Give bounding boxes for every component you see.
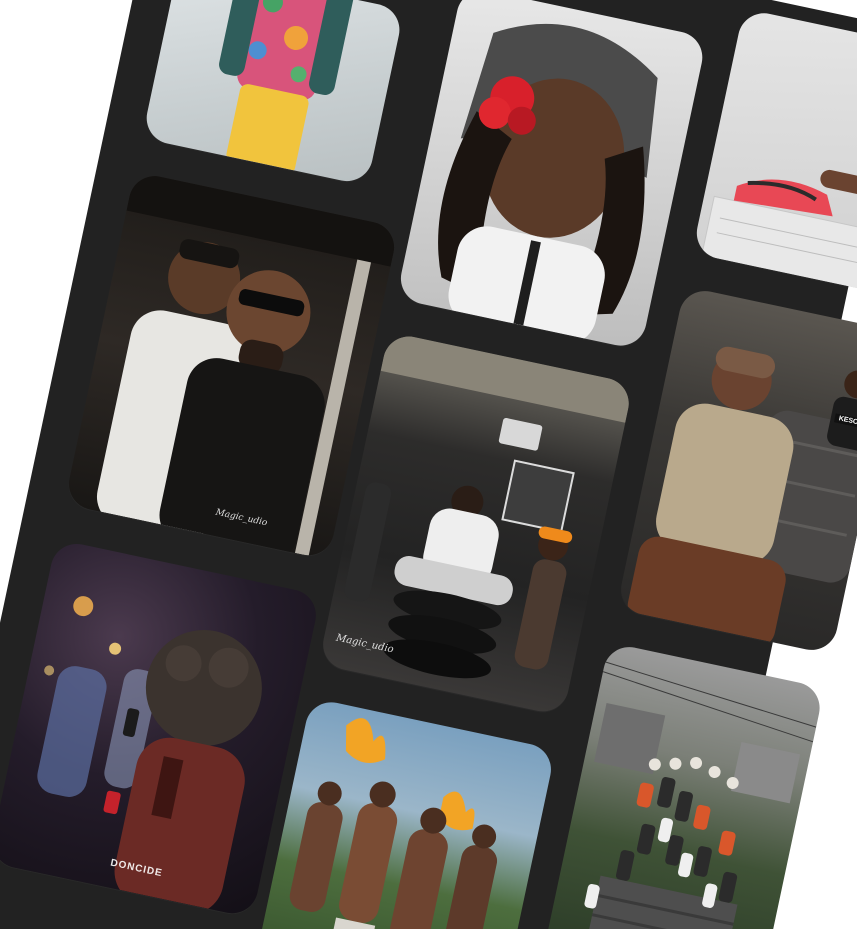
- man-on-tyres-icon: [344, 331, 634, 679]
- photo-laughing-man[interactable]: KESCO: [616, 286, 857, 655]
- person-floral-shirt-icon: [219, 0, 354, 174]
- woman-flower-portrait-icon: [438, 23, 658, 345]
- group-crowd-icon: [581, 661, 817, 929]
- two-men-portrait-icon: [96, 171, 399, 561]
- photo-woman-red-flower[interactable]: [396, 0, 708, 351]
- party-night-icon: [37, 596, 262, 915]
- fire-performers-icon: [289, 718, 498, 929]
- photo-sneakers[interactable]: [691, 8, 857, 299]
- sneakers-icon: [699, 169, 857, 299]
- photo-man-on-tyres[interactable]: Magic_udio: [318, 331, 634, 717]
- photo-two-men-hoodie[interactable]: Magic_udio: [64, 171, 399, 561]
- photo-fire-breathers[interactable]: [248, 697, 556, 929]
- photo-floral-shirt[interactable]: [141, 0, 405, 186]
- photo-group-staircase[interactable]: [542, 642, 825, 929]
- photo-afro-woman-party[interactable]: DONCIDE: [0, 539, 321, 919]
- laughing-man-icon: [627, 346, 857, 649]
